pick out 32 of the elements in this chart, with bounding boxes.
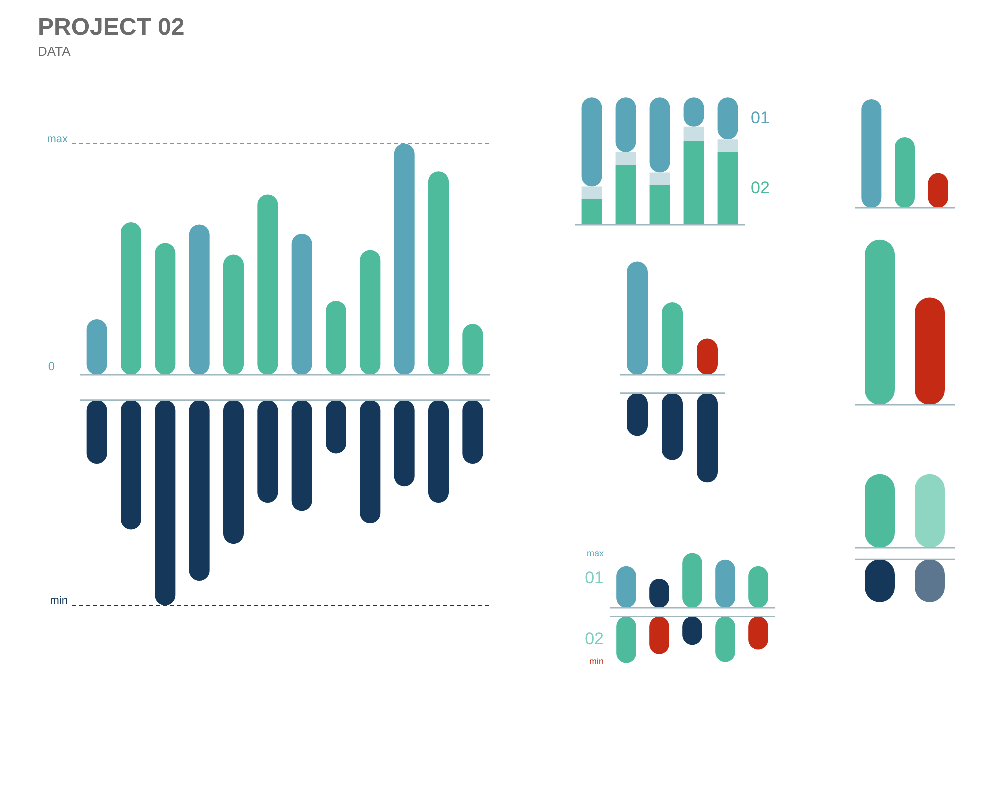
bar (650, 172, 670, 186)
ref-line-label: min (50, 595, 68, 608)
series-label: 01 (751, 108, 770, 128)
bar (326, 301, 346, 375)
bar (616, 165, 636, 225)
bar (582, 200, 602, 225)
bar (718, 152, 738, 225)
bar (582, 98, 602, 187)
text: 0 (48, 359, 56, 374)
text: max (586, 548, 604, 558)
bar (684, 140, 704, 225)
bar (224, 254, 244, 375)
chart-subtitle: DATA (38, 44, 72, 59)
bar (155, 243, 176, 375)
bar (650, 186, 670, 225)
bar (292, 234, 312, 375)
bar (582, 186, 602, 200)
series-label: 02 (751, 178, 770, 198)
bar (718, 140, 738, 152)
bar (616, 152, 636, 166)
text: 02 (585, 630, 604, 649)
bar (189, 224, 210, 375)
bar (121, 222, 142, 375)
text: min (589, 656, 604, 666)
bar (360, 250, 381, 375)
chart-title: PROJECT 02 (38, 14, 185, 42)
bar (650, 98, 670, 173)
bar (684, 126, 704, 141)
bar (258, 194, 278, 375)
bar (428, 172, 449, 375)
ref-line-label: max (47, 133, 68, 146)
text: 01 (585, 568, 604, 588)
